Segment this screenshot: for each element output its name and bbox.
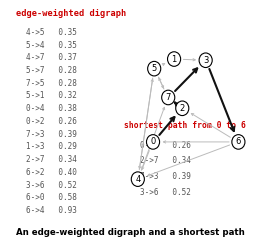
Ellipse shape <box>146 135 160 149</box>
Ellipse shape <box>131 172 144 186</box>
Ellipse shape <box>168 52 181 66</box>
Text: 6->2   0.40: 6->2 0.40 <box>26 168 77 177</box>
Text: 0->2   0.26: 0->2 0.26 <box>26 117 77 126</box>
Text: 1->3   0.29: 1->3 0.29 <box>26 142 77 151</box>
Text: 5->7   0.28: 5->7 0.28 <box>26 66 77 75</box>
Ellipse shape <box>162 90 175 105</box>
Text: 3: 3 <box>203 56 208 65</box>
Ellipse shape <box>176 101 189 116</box>
Text: shortest path from 0 to 6: shortest path from 0 to 6 <box>124 122 246 130</box>
Text: 3->6   0.52: 3->6 0.52 <box>140 188 191 197</box>
Text: 5: 5 <box>151 64 157 73</box>
Text: 0: 0 <box>150 138 156 147</box>
Text: 2: 2 <box>180 104 185 113</box>
Text: 5->1   0.32: 5->1 0.32 <box>26 91 77 100</box>
Text: 0->4   0.38: 0->4 0.38 <box>26 104 77 113</box>
Text: 7: 7 <box>165 93 171 102</box>
Text: 7->5   0.28: 7->5 0.28 <box>26 79 77 88</box>
Text: 7->3   0.39: 7->3 0.39 <box>140 172 191 181</box>
Ellipse shape <box>148 61 161 76</box>
Text: 4->7   0.37: 4->7 0.37 <box>26 53 77 62</box>
Text: 4: 4 <box>135 175 140 184</box>
Text: 4->5   0.35: 4->5 0.35 <box>26 28 77 37</box>
Text: 2->7   0.34: 2->7 0.34 <box>140 156 191 165</box>
Text: 0->2   0.26: 0->2 0.26 <box>140 141 191 150</box>
Text: 6: 6 <box>236 138 241 147</box>
Text: edge-weighted digraph: edge-weighted digraph <box>16 9 127 17</box>
Text: 1: 1 <box>171 54 177 63</box>
Text: 2->7   0.34: 2->7 0.34 <box>26 155 77 164</box>
Text: 5->4   0.35: 5->4 0.35 <box>26 41 77 50</box>
Ellipse shape <box>199 53 212 68</box>
Text: An edge-weighted digraph and a shortest path: An edge-weighted digraph and a shortest … <box>16 228 245 237</box>
Text: 3->6   0.52: 3->6 0.52 <box>26 181 77 190</box>
Text: 6->0   0.58: 6->0 0.58 <box>26 193 77 202</box>
Text: 7->3   0.39: 7->3 0.39 <box>26 130 77 139</box>
Ellipse shape <box>232 135 245 149</box>
Text: 6->4   0.93: 6->4 0.93 <box>26 206 77 215</box>
